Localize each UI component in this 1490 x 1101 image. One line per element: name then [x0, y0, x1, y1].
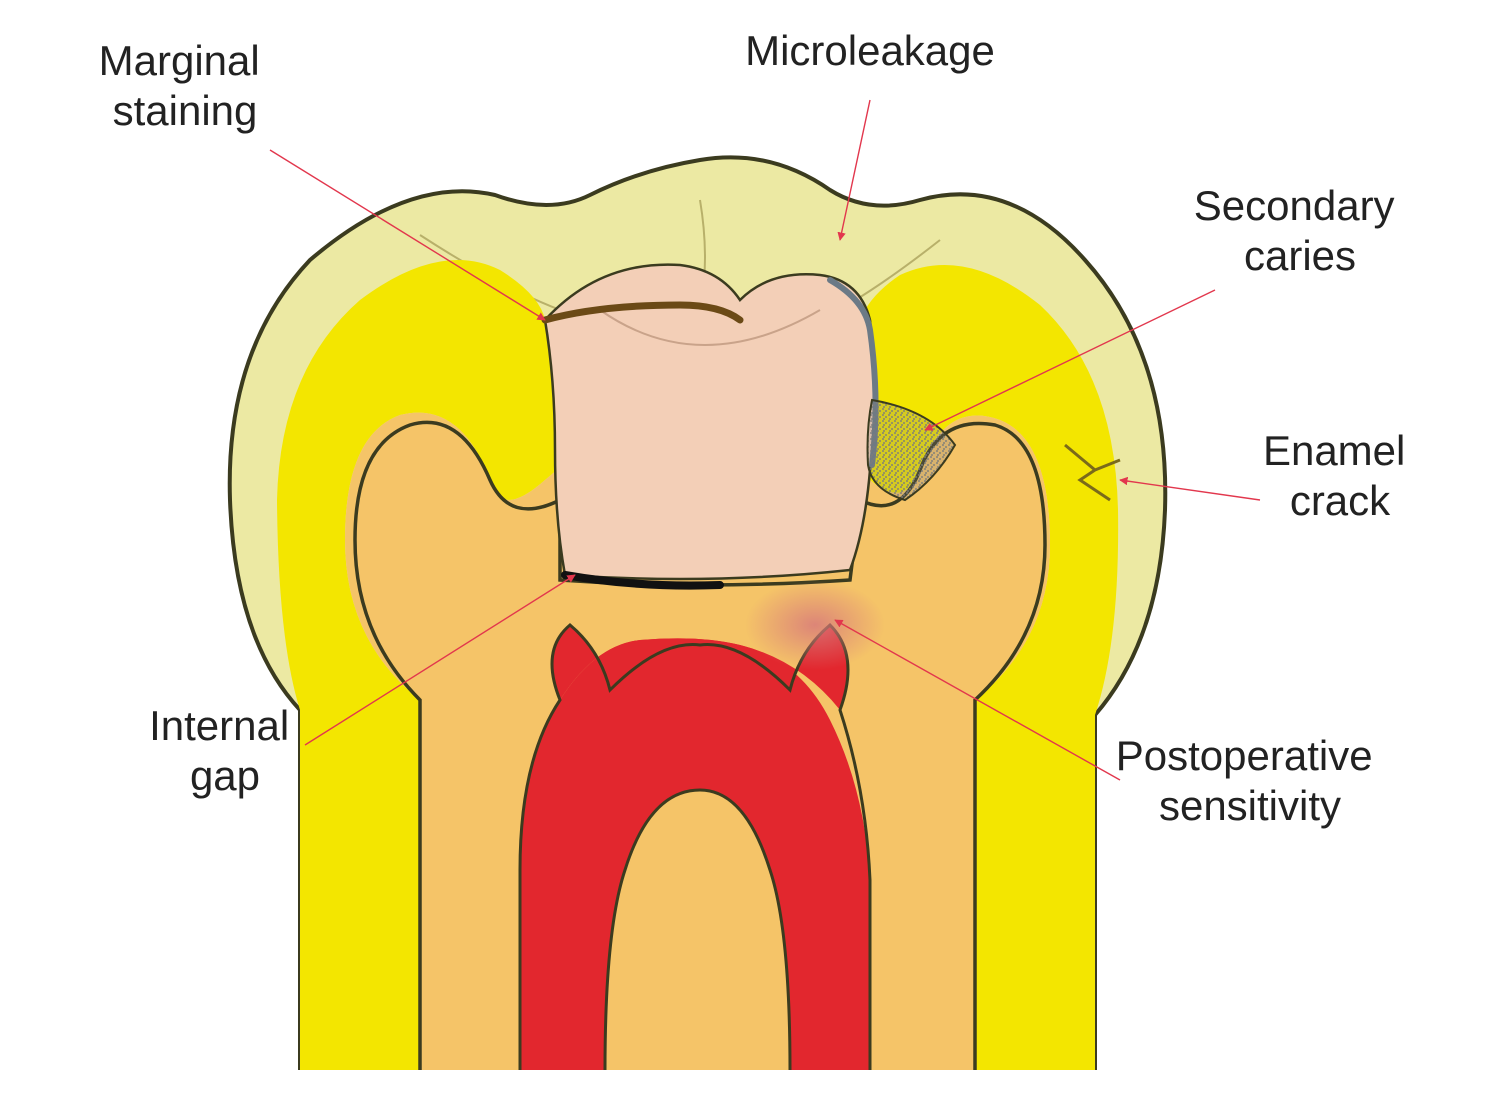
sensitivity-glow	[745, 580, 885, 670]
tooth-diagram: Marginal staining Microleakage Secondary…	[0, 0, 1490, 1101]
label-marginal-staining: Marginal staining	[99, 37, 272, 134]
label-enamel-crack: Enamel crack	[1263, 427, 1417, 524]
label-microleakage: Microleakage	[745, 27, 995, 74]
label-postoperative-sensitivity: Postoperative sensitivity	[1116, 732, 1385, 829]
label-secondary-caries: Secondary caries	[1194, 182, 1406, 279]
label-internal-gap: Internal gap	[149, 702, 301, 799]
